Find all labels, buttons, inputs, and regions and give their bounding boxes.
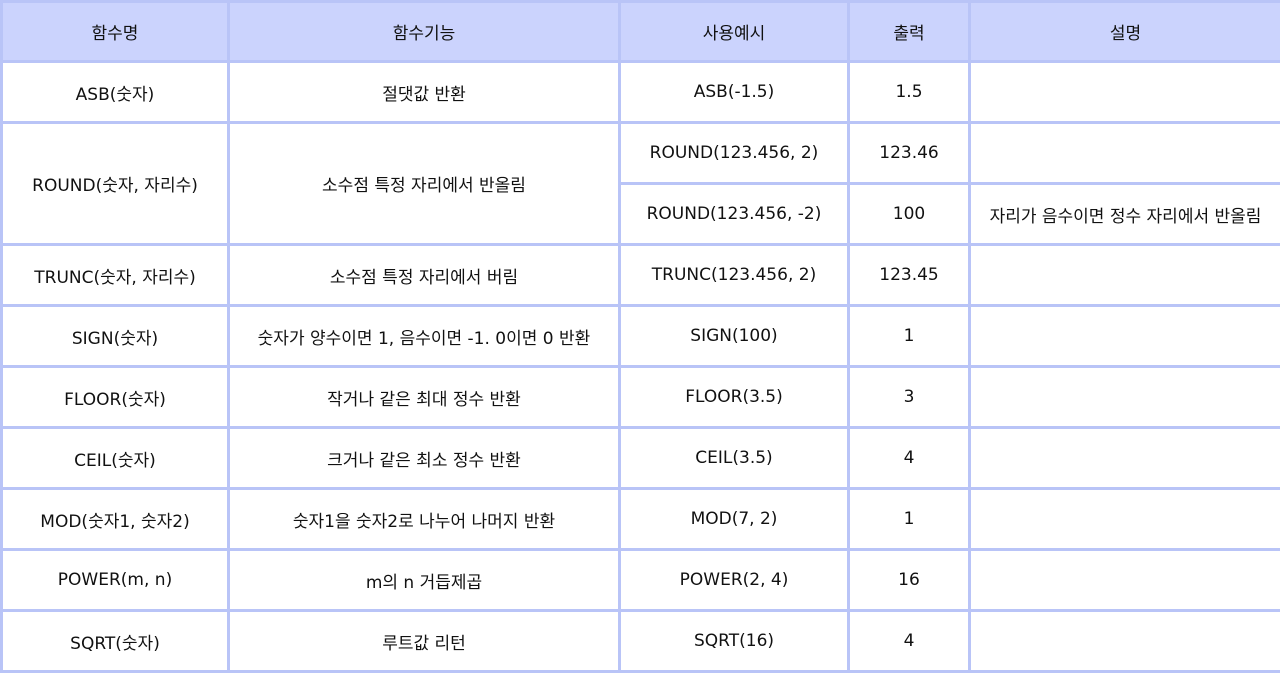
cell-explanation — [968, 365, 1280, 429]
cell-function-name: ROUND(숫자, 자리수) — [0, 121, 230, 246]
cell-function-name: CEIL(숫자) — [0, 426, 230, 490]
cell-function-name: TRUNC(숫자, 자리수) — [0, 243, 230, 307]
cell-function-description: 숫자1을 숫자2로 나누어 나머지 반환 — [227, 487, 621, 551]
table-row: SIGN(숫자) 숫자가 양수이면 1, 음수이면 -1. 0이면 0 반환 S… — [0, 304, 1280, 368]
cell-function-description: 숫자가 양수이면 1, 음수이면 -1. 0이면 0 반환 — [227, 304, 621, 368]
table-row: ROUND(123.456, -2) 100 자리가 음수이면 정수 자리에서 … — [2, 182, 1280, 246]
cell-usage-example: POWER(2, 4) — [618, 548, 850, 612]
table-row: MOD(숫자1, 숫자2) 숫자1을 숫자2로 나누어 나머지 반환 MOD(7… — [0, 487, 1280, 551]
cell-function-description: 절댓값 반환 — [227, 60, 621, 124]
cell-usage-example: ROUND(123.456, -2) — [618, 182, 850, 246]
cell-function-name: MOD(숫자1, 숫자2) — [0, 487, 230, 551]
cell-function-description: 소수점 특정 자리에서 반올림 — [227, 121, 621, 246]
cell-explanation — [968, 60, 1280, 124]
header-function-name: 함수명 — [0, 0, 230, 63]
cell-usage-example: ASB(-1.5) — [618, 60, 850, 124]
cell-function-description: 루트값 리턴 — [227, 609, 621, 673]
header-usage-example: 사용예시 — [618, 0, 850, 63]
header-row: 함수명 함수기능 사용예시 출력 설명 — [0, 0, 1280, 63]
cell-function-description: m의 n 거듭제곱 — [227, 548, 621, 612]
cell-output: 1 — [847, 487, 971, 551]
cell-usage-example: CEIL(3.5) — [618, 426, 850, 490]
cell-function-description: 크거나 같은 최소 정수 반환 — [227, 426, 621, 490]
cell-output: 100 — [847, 182, 971, 246]
table-row: ASB(숫자) 절댓값 반환 ASB(-1.5) 1.5 — [0, 60, 1280, 124]
cell-explanation — [968, 487, 1280, 551]
cell-usage-example: SQRT(16) — [618, 609, 850, 673]
table-row: POWER(m, n) m의 n 거듭제곱 POWER(2, 4) 16 — [0, 548, 1280, 612]
cell-output: 1.5 — [847, 60, 971, 124]
cell-function-name: SIGN(숫자) — [0, 304, 230, 368]
cell-function-description: 소수점 특정 자리에서 버림 — [227, 243, 621, 307]
cell-output: 123.46 — [847, 121, 971, 185]
cell-function-description: 작거나 같은 최대 정수 반환 — [227, 365, 621, 429]
cell-explanation — [968, 426, 1280, 490]
cell-function-name: FLOOR(숫자) — [0, 365, 230, 429]
cell-explanation — [968, 304, 1280, 368]
cell-output: 4 — [847, 426, 971, 490]
cell-function-name: SQRT(숫자) — [0, 609, 230, 673]
cell-usage-example: FLOOR(3.5) — [618, 365, 850, 429]
cell-output: 123.45 — [847, 243, 971, 307]
table-row: SQRT(숫자) 루트값 리턴 SQRT(16) 4 — [0, 609, 1280, 673]
cell-usage-example: SIGN(100) — [618, 304, 850, 368]
cell-output: 1 — [847, 304, 971, 368]
cell-output: 3 — [847, 365, 971, 429]
header-explanation: 설명 — [968, 0, 1280, 63]
cell-explanation — [968, 609, 1280, 673]
cell-usage-example: MOD(7, 2) — [618, 487, 850, 551]
cell-explanation: 자리가 음수이면 정수 자리에서 반올림 — [968, 182, 1280, 246]
cell-explanation — [968, 548, 1280, 612]
table-row: FLOOR(숫자) 작거나 같은 최대 정수 반환 FLOOR(3.5) 3 — [0, 365, 1280, 429]
table-row: CEIL(숫자) 크거나 같은 최소 정수 반환 CEIL(3.5) 4 — [0, 426, 1280, 490]
cell-output: 4 — [847, 609, 971, 673]
cell-usage-example: TRUNC(123.456, 2) — [618, 243, 850, 307]
header-function-description: 함수기능 — [227, 0, 621, 63]
header-output: 출력 — [847, 0, 971, 63]
table-row: TRUNC(숫자, 자리수) 소수점 특정 자리에서 버림 TRUNC(123.… — [0, 243, 1280, 307]
table-row: ROUND(숫자, 자리수) 소수점 특정 자리에서 반올림 ROUND(123… — [0, 121, 1280, 246]
cell-function-name: ASB(숫자) — [0, 60, 230, 124]
cell-explanation — [968, 243, 1280, 307]
cell-function-name: POWER(m, n) — [0, 548, 230, 612]
cell-output: 16 — [847, 548, 971, 612]
cell-explanation — [968, 121, 1280, 185]
cell-usage-example: ROUND(123.456, 2) — [618, 121, 850, 185]
